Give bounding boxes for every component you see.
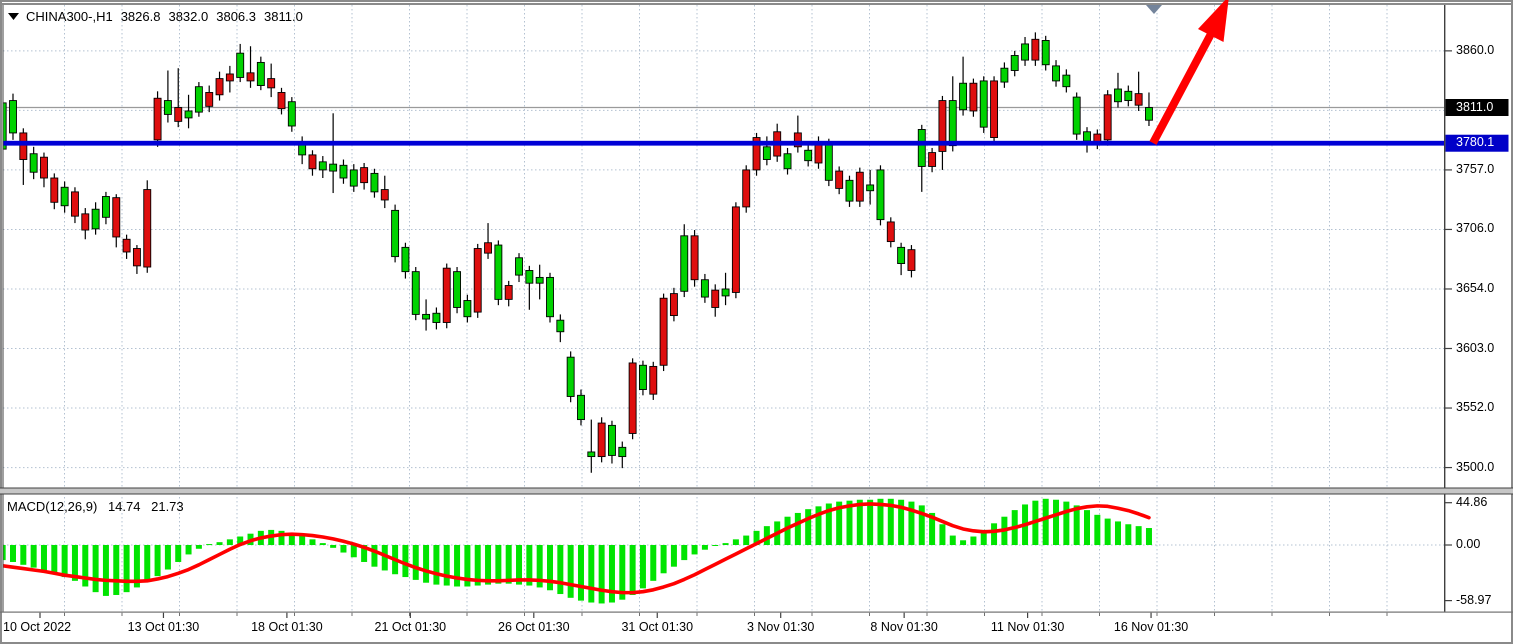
time-axis-label: 11 Nov 01:30 (990, 620, 1065, 634)
price-axis-label: 3552.0 (1456, 400, 1495, 415)
time-axis-label: 16 Nov 01:30 (1113, 620, 1189, 634)
support-level-tag-label: 3780.1 (1456, 135, 1495, 150)
time-axis-label: 31 Oct 01:30 (621, 620, 694, 634)
price-axis-label: 3603.0 (1456, 340, 1495, 355)
macd-value-main: 14.74 (107, 499, 141, 514)
price-axis-label: 3706.0 (1456, 221, 1495, 236)
up-arrow-shaft[interactable] (1149, 30, 1216, 145)
time-axis-label: 21 Oct 01:30 (374, 620, 447, 634)
macd-axis-label: 0.00 (1456, 537, 1481, 551)
macd-indicator-label: MACD(12,26,9) 14.74 21.73 (7, 499, 191, 514)
macd-name: MACD(12,26,9) (7, 499, 98, 514)
symbol-period-label: CHINA300-,H1 (26, 9, 113, 24)
ohlc-high: 3832.0 (168, 9, 209, 24)
time-axis-label: 3 Nov 01:30 (746, 620, 815, 634)
candlesticks (3, 32, 1153, 473)
chart-title: CHINA300-,H1 3826.8 3832.0 3806.3 3811.0 (7, 9, 303, 24)
macd-plot (3, 498, 1152, 604)
ohlc-close: 3811.0 (264, 9, 303, 24)
macd-value-signal: 21.73 (151, 499, 184, 514)
support-line[interactable] (3, 140, 1444, 146)
ohlc-low: 3806.3 (216, 9, 256, 24)
macd-axis-label: 44.86 (1456, 494, 1488, 509)
price-axis-label: 3860.0 (1456, 42, 1495, 57)
time-axis-label: 18 Oct 01:30 (251, 620, 323, 634)
support-level-tag (1445, 134, 1509, 152)
current-price-tag-label: 3811.0 (1456, 99, 1494, 114)
time-axis-label: 26 Oct 01:30 (498, 620, 570, 634)
up-arrow-icon[interactable] (1198, 0, 1229, 42)
ohlc-open: 3826.8 (120, 9, 161, 24)
price-axis-label: 3654.0 (1456, 280, 1495, 295)
time-axis-label: 10 Oct 2022 (3, 620, 72, 634)
symbol-dropdown-icon[interactable] (7, 12, 20, 21)
price-axis-label: 3500.0 (1456, 459, 1495, 474)
scroll-marker-icon[interactable] (1146, 5, 1162, 14)
current-price-tag (1445, 99, 1509, 116)
time-axis-label: 8 Nov 01:30 (870, 620, 938, 634)
macd-axis-label: -58.97 (1456, 592, 1492, 607)
time-axis-label: 13 Oct 01:30 (127, 620, 200, 634)
price-axis-label: 3757.0 (1456, 161, 1495, 176)
